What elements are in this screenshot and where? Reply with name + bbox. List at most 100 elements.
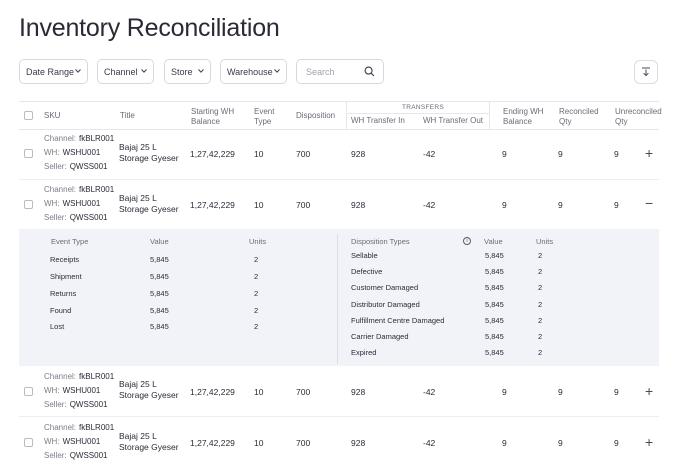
disposition-type: Carrier Damaged [351,332,409,341]
header-wh-transfer-in: WH Transfer In [351,116,405,125]
event-value: 5,845 [150,272,169,281]
disposition-units: 2 [538,300,543,309]
expand-plus-icon[interactable]: + [645,145,654,161]
row-ending-balance: 9 [502,200,507,210]
row-divider [19,179,659,180]
row-transfer-out: -42 [423,200,436,210]
row-checkbox[interactable] [24,149,33,158]
disposition-type: Expired [351,348,377,357]
channel-label: Channel [104,66,138,77]
row-detail-panel: Event Type Value Units Receipts 5,845 2 … [19,229,659,366]
disposition-value: 5,845 [485,251,504,260]
collapse-minus-icon[interactable]: − [645,195,654,211]
sku-channel: Channel: fkBLR001 [44,423,115,432]
table-row: Channel: fkBLR001 WH: WSHU001 Seller: QWSS0… [19,417,659,469]
row-ending-balance: 9 [502,387,507,397]
event-units-header: Units [249,237,267,246]
transfers-group-frame [346,101,490,129]
warehouse-filter[interactable]: Warehouse [220,59,287,84]
row-event-type: 10 [254,438,264,448]
disposition-type: Fulfillment Centre Damaged [351,316,445,325]
store-filter[interactable]: Store [164,59,211,84]
warehouse-label: Warehouse [227,66,273,77]
select-all-checkbox[interactable] [24,111,33,120]
row-transfer-in: 928 [351,200,366,210]
download-icon [642,67,650,77]
download-button[interactable] [634,60,658,84]
header-transfers-group: TRANSFERS [402,104,445,111]
event-type: Found [50,306,72,315]
sku-seller: Seller: QWSS001 [44,451,108,460]
disposition-value: 5,845 [485,267,504,276]
transfers-divider [346,113,490,114]
row-starting-balance: 1,27,42,229 [190,200,235,210]
header-wh-transfer-out: WH Transfer Out [423,116,484,125]
row-ending-balance: 9 [502,438,507,448]
sku-channel: Channel: fkBLR001 [44,134,115,143]
expand-plus-icon[interactable]: + [645,383,654,399]
row-transfer-out: -42 [423,387,436,397]
row-title: Bajaj 25 L Storage Gyeser [119,431,179,452]
chevron-down-icon [274,69,280,73]
header-title: Title [120,111,135,120]
row-checkbox[interactable] [24,200,33,209]
row-checkbox[interactable] [24,387,33,396]
disposition-units-header: Units [536,237,554,246]
disposition-type: Customer Damaged [351,283,419,292]
event-units: 2 [254,289,259,298]
row-reconciled: 9 [558,200,563,210]
table-top-border [19,101,659,102]
sku-seller: Seller: QWSS001 [44,162,108,171]
header-unreconciled-qty: Unreconciled Qty [615,107,662,126]
row-disposition: 700 [296,387,311,397]
event-units: 2 [254,272,259,281]
event-type: Returns [50,289,77,298]
sku-seller: Seller: QWSS001 [44,213,108,222]
event-value-header: Value [150,237,169,246]
row-transfer-in: 928 [351,387,366,397]
row-reconciled: 9 [558,438,563,448]
sku-wh: WH: WSHU001 [44,148,101,157]
row-reconciled: 9 [558,387,563,397]
disposition-value: 5,845 [485,316,504,325]
event-value: 5,845 [150,322,169,331]
sku-channel: Channel: fkBLR001 [44,185,115,194]
event-value: 5,845 [150,289,169,298]
row-title: Bajaj 25 L Storage Gyeser [119,193,179,214]
store-label: Store [171,66,193,77]
row-starting-balance: 1,27,42,229 [190,438,235,448]
sku-wh: WH: WSHU001 [44,437,101,446]
event-units: 2 [254,306,259,315]
disposition-type: Distributor Damaged [351,300,420,309]
disposition-units: 2 [538,283,543,292]
row-transfer-out: -42 [423,438,436,448]
date-range-filter[interactable]: Date Range [19,59,88,84]
disposition-value: 5,845 [485,332,504,341]
search-icon[interactable] [364,66,375,77]
event-value: 5,845 [150,255,169,264]
disposition-types-header: Disposition Types [351,237,410,246]
search-input[interactable]: Search [296,59,384,84]
expand-plus-icon[interactable]: + [645,434,654,450]
channel-filter[interactable]: Channel [97,59,154,84]
disposition-units: 2 [538,316,543,325]
row-event-type: 10 [254,149,264,159]
event-type: Receipts [50,255,80,264]
disposition-value-header: Value [484,237,503,246]
header-disposition: Disposition [296,111,336,120]
disposition-type: Sellable [351,251,378,260]
disposition-value: 5,845 [485,283,504,292]
row-transfer-in: 928 [351,438,366,448]
row-starting-balance: 1,27,42,229 [190,149,235,159]
row-ending-balance: 9 [502,149,507,159]
disposition-units: 2 [538,348,543,357]
row-disposition: 700 [296,200,311,210]
event-units: 2 [254,255,259,264]
info-icon[interactable]: i [463,237,471,245]
table-row: Channel: fkBLR001 WH: WSHU001 Seller: QWSS0… [19,129,659,179]
row-checkbox[interactable] [24,438,33,447]
sku-channel: Channel: fkBLR001 [44,372,115,381]
event-type-header: Event Type [51,237,89,246]
disposition-units: 2 [538,332,543,341]
row-transfer-in: 928 [351,149,366,159]
